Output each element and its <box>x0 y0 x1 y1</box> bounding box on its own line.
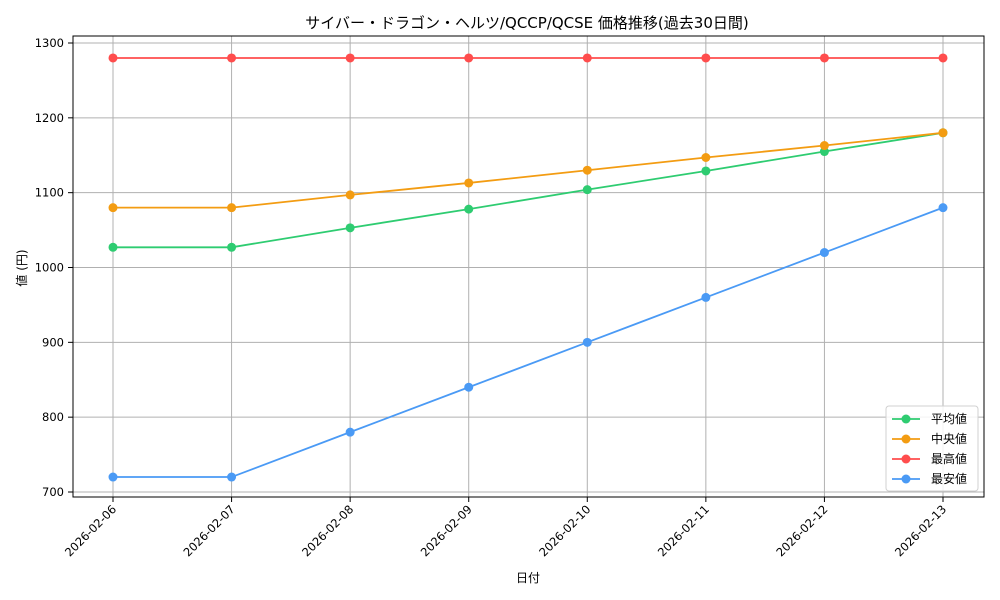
data-point-marker <box>227 472 237 482</box>
y-tick-label: 1100 <box>35 186 64 200</box>
series-line <box>108 53 948 63</box>
x-tick-label: 2026-02-11 <box>655 502 712 559</box>
y-tick-label: 700 <box>42 485 64 499</box>
x-tick-label: 2026-02-06 <box>62 502 119 559</box>
x-tick-label: 2026-02-13 <box>892 502 949 559</box>
legend-item: 平均値 <box>892 411 967 426</box>
x-tick-label: 2026-02-10 <box>536 502 593 559</box>
data-point-marker <box>108 472 118 482</box>
series-group <box>108 53 948 482</box>
series-path <box>113 206 944 478</box>
data-point-marker <box>582 53 592 63</box>
data-point-marker <box>464 53 474 63</box>
y-tick-label: 1200 <box>35 111 64 125</box>
y-tick-label: 900 <box>42 335 64 349</box>
data-point-marker <box>819 141 829 151</box>
data-point-marker <box>819 53 829 63</box>
data-point-marker <box>345 223 355 233</box>
data-point-marker <box>582 337 592 347</box>
data-point-marker <box>701 152 711 162</box>
data-point-marker <box>701 166 711 176</box>
x-tick-label: 2026-02-12 <box>773 502 830 559</box>
data-point-marker <box>345 190 355 200</box>
y-tick-label: 800 <box>42 410 64 424</box>
legend-label: 最安値 <box>931 471 967 486</box>
data-point-marker <box>464 178 474 188</box>
data-point-marker <box>345 53 355 63</box>
legend-marker-icon <box>901 474 911 484</box>
y-tick-label: 1000 <box>35 261 64 275</box>
data-point-marker <box>227 242 237 252</box>
data-point-marker <box>345 427 355 437</box>
legend-item: 中央値 <box>892 431 967 446</box>
x-axis-ticks: 2026-02-06 2026-02-07 2026-02-08 2026-02-09… <box>62 497 949 559</box>
legend-item: 最高値 <box>892 451 967 466</box>
data-point-marker <box>464 382 474 392</box>
y-axis-label: 値 (円) <box>14 249 29 286</box>
plot-frame <box>72 35 985 498</box>
legend-label: 平均値 <box>931 411 967 426</box>
x-axis-label: 日付 <box>516 571 540 585</box>
series-path <box>113 131 944 209</box>
data-point-marker <box>701 292 711 302</box>
legend-item: 最安値 <box>892 471 967 486</box>
data-point-marker <box>227 53 237 63</box>
x-tick-label: 2026-02-09 <box>418 502 475 559</box>
series-line <box>108 203 948 482</box>
legend-marker-icon <box>901 414 911 424</box>
data-point-marker <box>938 53 948 63</box>
data-point-marker <box>227 203 237 213</box>
x-tick-label: 2026-02-07 <box>181 502 238 559</box>
legend-label: 最高値 <box>931 451 967 466</box>
data-point-marker <box>938 128 948 138</box>
data-point-marker <box>582 165 592 175</box>
legend-box <box>885 405 979 492</box>
data-point-marker <box>819 248 829 258</box>
series-path <box>113 131 944 249</box>
data-point-marker <box>108 242 118 252</box>
legend-label: 中央値 <box>931 431 967 446</box>
data-point-marker <box>108 53 118 63</box>
legend-marker-icon <box>901 434 911 444</box>
data-point-marker <box>701 53 711 63</box>
data-point-marker <box>108 203 118 213</box>
data-point-marker <box>582 185 592 195</box>
data-point-marker <box>938 203 948 213</box>
x-tick-label: 2026-02-08 <box>299 502 356 559</box>
series-line <box>108 128 948 213</box>
y-tick-label: 1300 <box>35 36 64 50</box>
legend-marker-icon <box>901 454 911 464</box>
data-point-marker <box>464 204 474 214</box>
y-axis-ticks: 700 800 900 1000 1100 1200 1300 <box>35 36 73 499</box>
grid-lines <box>73 36 984 497</box>
chart-title: サイバー・ドラゴン・ヘルツ/QCCP/QCSE 価格推移(過去30日間) <box>305 14 748 32</box>
